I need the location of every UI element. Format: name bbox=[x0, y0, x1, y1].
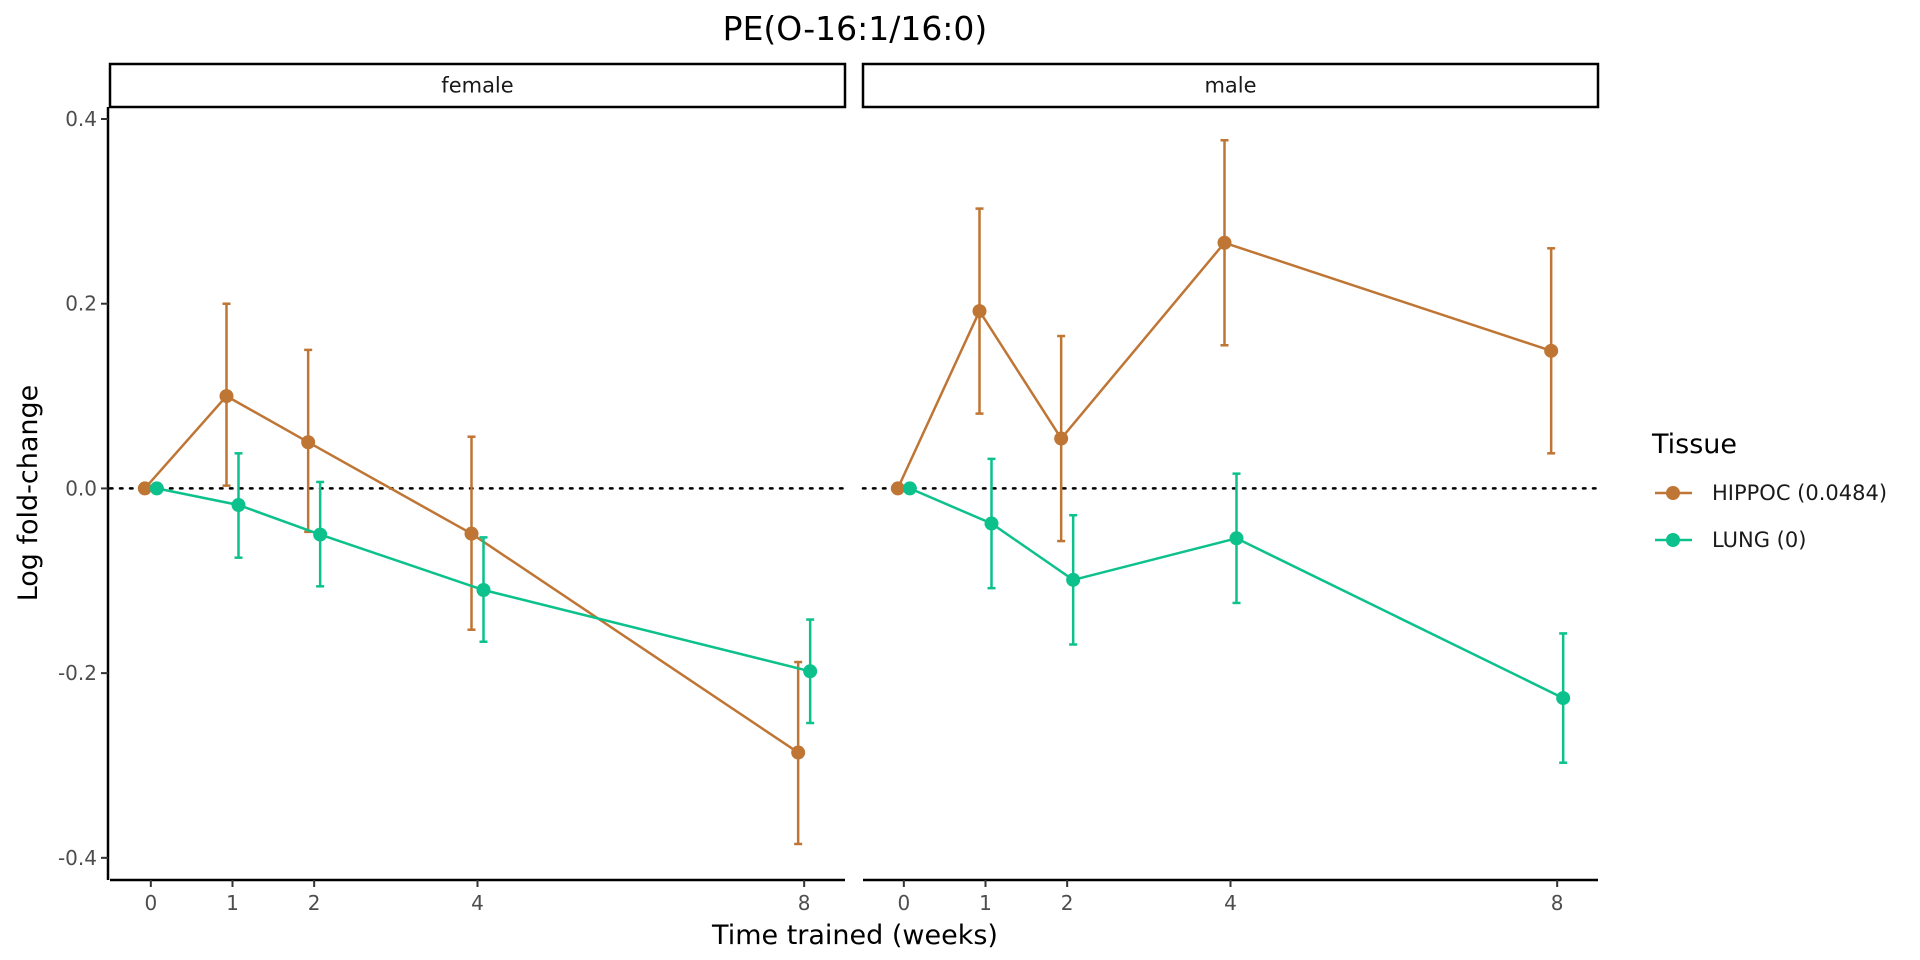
data-point bbox=[476, 583, 491, 598]
data-point bbox=[1556, 691, 1571, 706]
series-HIPPOC (0.0484) bbox=[890, 138, 1559, 543]
series-LUNG (0) bbox=[149, 452, 818, 725]
facet-strip-label: male bbox=[1204, 74, 1256, 98]
data-point bbox=[890, 481, 905, 496]
x-tick-label: 2 bbox=[308, 891, 321, 915]
data-point bbox=[301, 435, 316, 450]
x-tick-label: 2 bbox=[1061, 891, 1074, 915]
x-tick-label: 4 bbox=[471, 891, 484, 915]
x-tick-label: 8 bbox=[1551, 891, 1564, 915]
data-point bbox=[791, 745, 806, 760]
x-tick-label: 0 bbox=[897, 891, 910, 915]
legend-key-point bbox=[1666, 533, 1680, 547]
y-axis-title: Log fold-change bbox=[13, 385, 44, 602]
facet-strip bbox=[108, 62, 847, 109]
data-point bbox=[1217, 235, 1232, 250]
chart-title: PE(O-16:1/16:0) bbox=[723, 9, 988, 48]
legend-item: LUNG (0) bbox=[1655, 528, 1806, 552]
data-point bbox=[1054, 431, 1069, 446]
x-tick-label: 0 bbox=[144, 891, 157, 915]
data-point bbox=[1229, 531, 1244, 546]
legend: Tissue HIPPOC (0.0484) LUNG (0) bbox=[1651, 429, 1887, 552]
y-tick-label: 0.2 bbox=[65, 292, 97, 316]
y-tick-label: -0.4 bbox=[58, 846, 97, 870]
legend-label: LUNG (0) bbox=[1712, 528, 1806, 552]
data-point bbox=[803, 664, 818, 679]
x-axis-title: Time trained (weeks) bbox=[711, 920, 998, 951]
facet-panels: female 0 1 2 4 8 male 0 1 2 4 8 bbox=[108, 62, 1600, 915]
legend-key-point bbox=[1666, 486, 1680, 500]
x-tick-label: 1 bbox=[979, 891, 992, 915]
x-tick-label: 4 bbox=[1224, 891, 1237, 915]
legend-item: HIPPOC (0.0484) bbox=[1655, 481, 1887, 505]
facet-strip bbox=[861, 62, 1600, 109]
x-tick-label: 8 bbox=[798, 891, 811, 915]
data-point bbox=[464, 526, 479, 541]
data-point bbox=[149, 481, 164, 496]
data-point bbox=[984, 516, 999, 531]
y-tick-label: 0.0 bbox=[65, 476, 97, 500]
data-point bbox=[1544, 343, 1559, 358]
y-tick-label: -0.2 bbox=[58, 661, 97, 685]
y-tick-label: 0.4 bbox=[65, 107, 97, 131]
data-point bbox=[231, 498, 246, 513]
facet-panel-female: female 0 1 2 4 8 bbox=[108, 62, 847, 915]
data-point bbox=[902, 481, 917, 496]
data-point bbox=[219, 389, 234, 404]
data-point bbox=[972, 304, 987, 319]
series-LUNG (0) bbox=[902, 457, 1571, 764]
data-point bbox=[1066, 572, 1081, 587]
legend-label: HIPPOC (0.0484) bbox=[1712, 481, 1887, 505]
y-axis: -0.4 -0.2 0.0 0.2 0.4 bbox=[58, 107, 110, 880]
x-tick-label: 1 bbox=[226, 891, 239, 915]
data-point bbox=[137, 481, 152, 496]
facet-strip-label: female bbox=[441, 74, 513, 98]
data-point bbox=[313, 527, 328, 542]
series-HIPPOC (0.0484) bbox=[137, 302, 806, 846]
facet-panel-male: male 0 1 2 4 8 bbox=[861, 62, 1600, 915]
legend-title: Tissue bbox=[1651, 429, 1737, 460]
